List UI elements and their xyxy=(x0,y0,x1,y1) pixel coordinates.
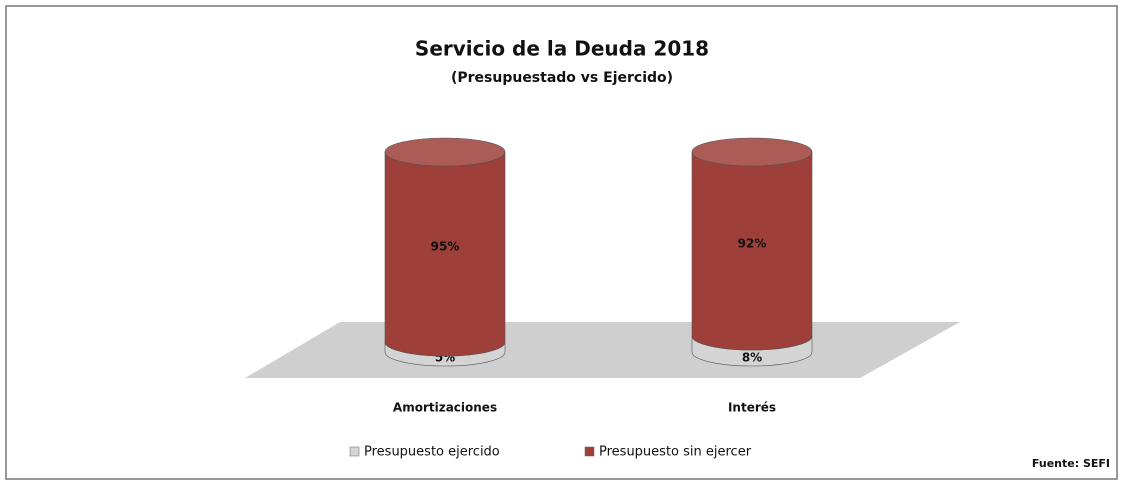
legend-swatch xyxy=(349,446,360,457)
chart-title: Servicio de la Deuda 2018 xyxy=(415,37,709,61)
data-label: 8% xyxy=(742,351,762,365)
cylinder-segment xyxy=(691,151,813,351)
x-tick-label: Amortizaciones xyxy=(393,401,497,415)
source-note: Fuente: SEFI xyxy=(1032,457,1110,470)
floor xyxy=(245,322,960,378)
cylinder-segment xyxy=(384,151,506,357)
legend-label: Presupuesto sin ejercer xyxy=(599,445,752,460)
chart-frame xyxy=(5,5,1118,480)
cylinder-top xyxy=(691,137,813,167)
legend-label: Presupuesto ejercido xyxy=(364,445,500,460)
x-tick-label: Interés xyxy=(728,401,776,415)
data-label: 95% xyxy=(431,240,460,254)
chart-subtitle: (Presupuestado vs Ejercido) xyxy=(451,70,673,86)
data-label: 92% xyxy=(738,237,767,251)
legend-swatch xyxy=(584,446,595,457)
cylinder-top xyxy=(384,137,506,167)
